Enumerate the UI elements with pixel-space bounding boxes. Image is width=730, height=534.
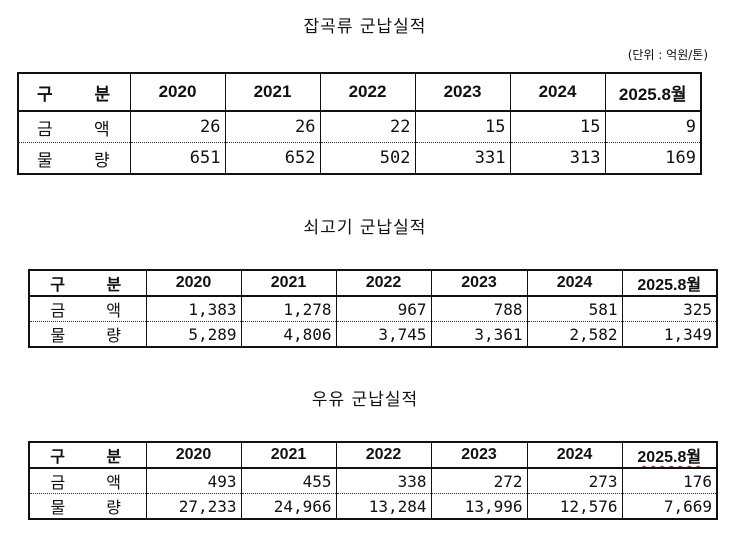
year-header: 2021 xyxy=(224,73,320,112)
cell: 26 xyxy=(224,111,320,143)
cell: 26 xyxy=(129,111,225,143)
row-label: 물 량 xyxy=(28,321,146,347)
cell: 338 xyxy=(335,468,431,494)
cell: 2,582 xyxy=(526,321,622,347)
cell: 1,383 xyxy=(145,296,241,322)
year-header: 2025.8월 xyxy=(604,73,701,112)
header-label: 구 분 xyxy=(17,73,130,112)
cell: 331 xyxy=(414,142,510,174)
cell: 169 xyxy=(604,142,701,174)
year-header: 2024 xyxy=(526,442,622,469)
cell: 176 xyxy=(621,468,717,494)
header-label: 구 분 xyxy=(28,442,146,469)
cell: 272 xyxy=(430,468,527,494)
row-label: 물 량 xyxy=(28,493,146,519)
cell: 1,349 xyxy=(621,321,717,347)
table-title-milk: 우유 군납실적 xyxy=(311,390,419,410)
cell: 15 xyxy=(414,111,510,143)
year-header: 2022 xyxy=(335,442,431,469)
cell: 5,289 xyxy=(145,321,241,347)
table-row-amount: 금 액 1,383 1,278 967 788 581 325 xyxy=(28,296,717,322)
cell: 13,284 xyxy=(335,493,431,519)
year-header: 2020 xyxy=(145,442,241,469)
cell: 1,278 xyxy=(240,296,336,322)
cell: 967 xyxy=(335,296,431,322)
year-header: 2023 xyxy=(430,442,527,469)
year-header: 2020 xyxy=(129,73,225,112)
cell: 22 xyxy=(319,111,415,143)
cell: 313 xyxy=(509,142,605,174)
cell: 7,669 xyxy=(621,493,717,519)
cell: 9 xyxy=(604,111,701,143)
year-header: 2025.8월 xyxy=(621,442,717,469)
header-label: 구 분 xyxy=(28,270,146,297)
grains-table: 구 분 2020 2021 2022 2023 2024 2025.8월 금 액… xyxy=(17,72,702,175)
milk-table: 구 분 2020 2021 2022 2023 2024 2025.8월 금 액… xyxy=(28,441,718,520)
cell: 27,233 xyxy=(145,493,241,519)
year-header: 2021 xyxy=(240,270,336,297)
header-row: 구 분 2020 2021 2022 2023 2024 2025.8월 xyxy=(28,270,717,297)
year-header: 2020 xyxy=(145,270,241,297)
cell: 502 xyxy=(319,142,415,174)
cell: 455 xyxy=(240,468,336,494)
cell: 273 xyxy=(526,468,622,494)
year-header: 2022 xyxy=(335,270,431,297)
cell: 788 xyxy=(430,296,527,322)
year-header: 2023 xyxy=(414,73,510,112)
table-row-volume: 물 량 651 652 502 331 313 169 xyxy=(17,142,701,174)
year-header: 2025.8월 xyxy=(621,270,717,297)
header-row: 구 분 2020 2021 2022 2023 2024 2025.8월 xyxy=(17,73,701,112)
cell: 581 xyxy=(526,296,622,322)
cell: 13,996 xyxy=(430,493,527,519)
table-row-volume: 물 량 5,289 4,806 3,745 3,361 2,582 1,349 xyxy=(28,321,717,347)
row-label: 금 액 xyxy=(28,296,146,322)
year-header: 2022 xyxy=(319,73,415,112)
header-row: 구 분 2020 2021 2022 2023 2024 2025.8월 xyxy=(28,442,717,469)
table-title-beef: 쇠고기 군납실적 xyxy=(303,218,427,238)
table-title-grains: 잡곡류 군납실적 xyxy=(303,17,427,37)
year-header: 2023 xyxy=(430,270,527,297)
unit-note: (단위 : 억원/톤) xyxy=(627,48,708,62)
cell: 24,966 xyxy=(240,493,336,519)
row-label: 금 액 xyxy=(17,111,130,143)
cell: 4,806 xyxy=(240,321,336,347)
table-row-volume: 물 량 27,233 24,966 13,284 13,996 12,576 7… xyxy=(28,493,717,519)
table-row-amount: 금 액 26 26 22 15 15 9 xyxy=(17,111,701,143)
table-row-amount: 금 액 493 455 338 272 273 176 xyxy=(28,468,717,494)
cell: 15 xyxy=(509,111,605,143)
cell: 325 xyxy=(621,296,717,322)
year-header: 2021 xyxy=(240,442,336,469)
row-label: 물 량 xyxy=(17,142,130,174)
cell: 493 xyxy=(145,468,241,494)
cell: 652 xyxy=(224,142,320,174)
cell: 651 xyxy=(129,142,225,174)
cell: 3,361 xyxy=(430,321,527,347)
row-label: 금 액 xyxy=(28,468,146,494)
year-header: 2024 xyxy=(509,73,605,112)
beef-table: 구 분 2020 2021 2022 2023 2024 2025.8월 금 액… xyxy=(28,269,718,348)
year-header: 2024 xyxy=(526,270,622,297)
cell: 12,576 xyxy=(526,493,622,519)
cell: 3,745 xyxy=(335,321,431,347)
